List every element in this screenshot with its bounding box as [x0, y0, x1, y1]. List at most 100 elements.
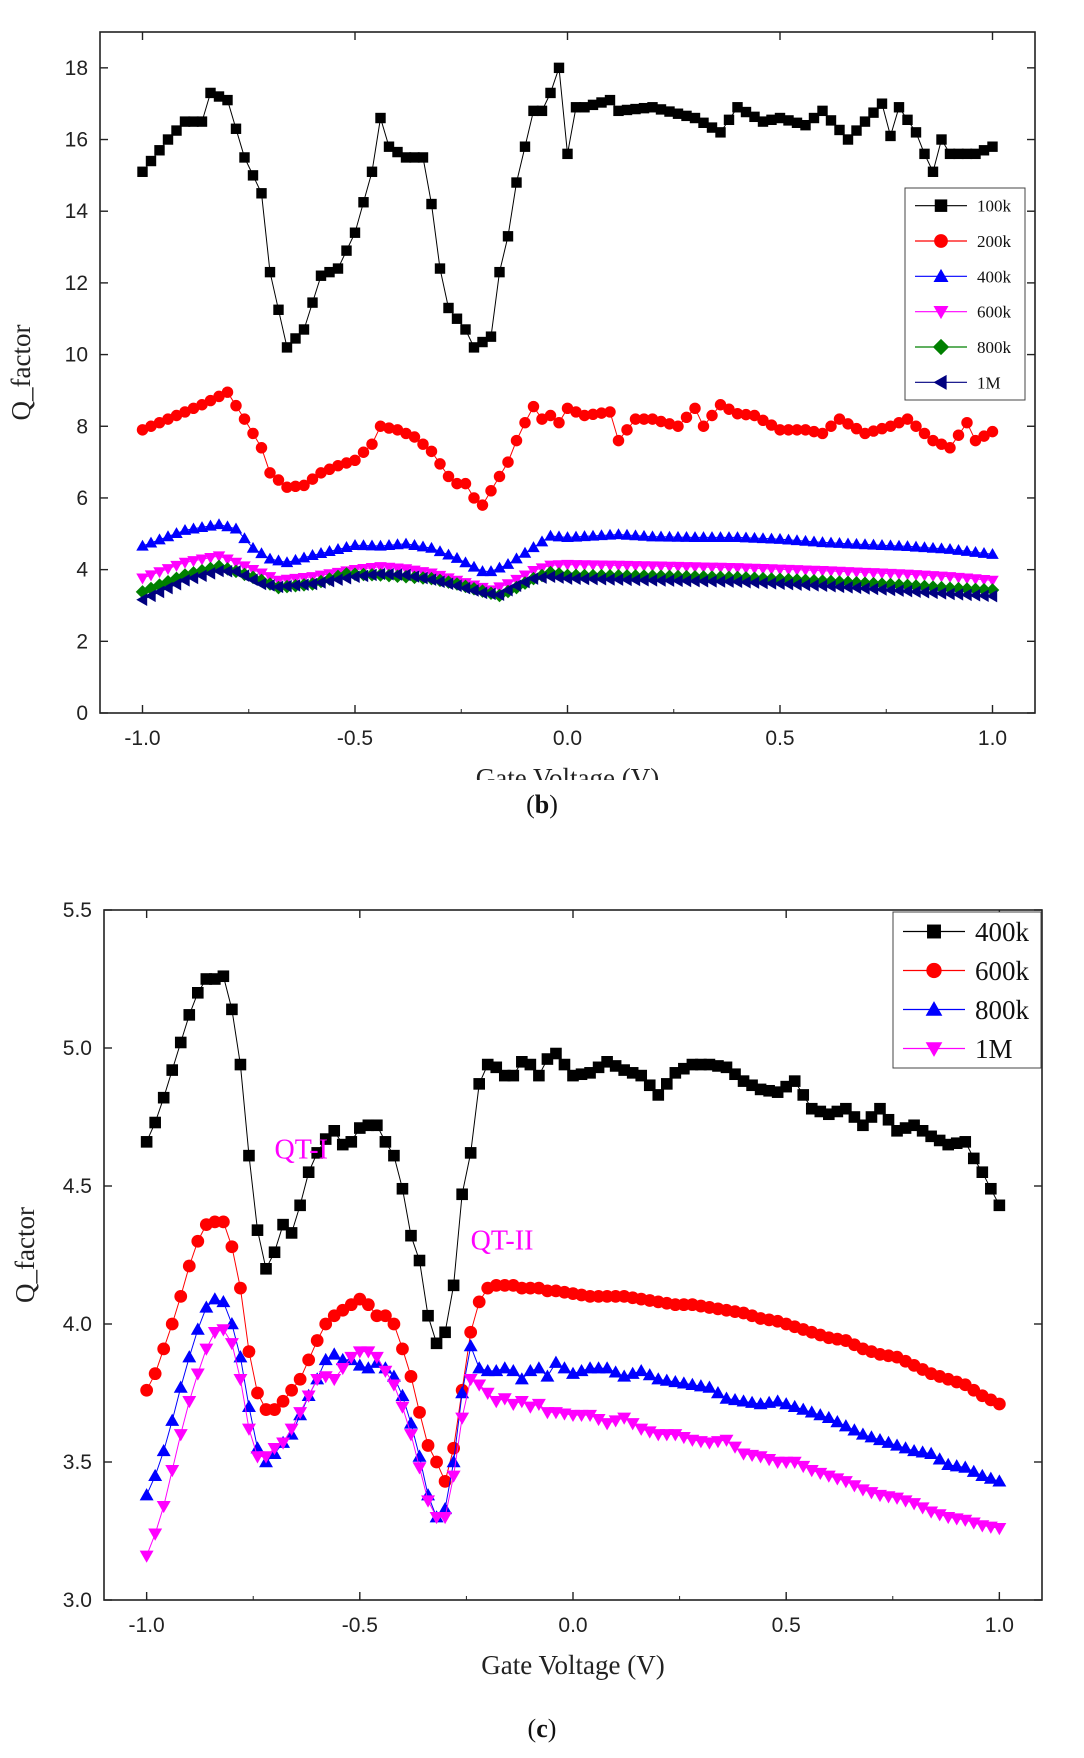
data-point: [199, 1300, 214, 1313]
data-point: [511, 177, 522, 188]
data-point: [711, 1436, 725, 1449]
data-point: [148, 1468, 163, 1482]
data-point: [434, 263, 446, 274]
series-400k: [140, 970, 1006, 1350]
data-point: [156, 1500, 171, 1514]
data-point: [391, 568, 403, 581]
x-tick-label: -1.0: [124, 727, 160, 750]
data-point: [702, 1437, 717, 1450]
data-point: [719, 1434, 734, 1447]
data-point: [765, 564, 778, 576]
data-point: [226, 1003, 238, 1016]
data-point: [901, 413, 914, 425]
data-point: [251, 1224, 264, 1236]
data-point: [192, 987, 204, 999]
data-point: [484, 565, 498, 577]
data-point: [600, 1418, 615, 1431]
data-point: [552, 560, 566, 572]
data-point: [833, 580, 845, 594]
data-point: [463, 1373, 478, 1387]
data-point: [756, 564, 770, 575]
data-point: [238, 413, 251, 425]
data-point: [765, 419, 778, 431]
data-point: [884, 539, 897, 551]
legend-marker: [933, 306, 949, 320]
data-point: [246, 564, 260, 576]
series-line-100k: [142, 67, 993, 349]
data-point: [365, 539, 379, 551]
data-point: [731, 563, 744, 575]
data-point: [464, 1325, 478, 1339]
data-point: [527, 572, 539, 585]
data-point: [833, 413, 846, 425]
y-tick-label: 4.0: [63, 1313, 92, 1336]
data-point: [830, 1415, 845, 1428]
data-point: [612, 560, 625, 572]
data-point: [302, 1166, 315, 1178]
y-tick-label: 3.0: [63, 1589, 92, 1612]
data-point: [569, 560, 583, 571]
data-point: [148, 1367, 162, 1381]
data-point: [195, 569, 207, 582]
y-tick-label: 14: [65, 200, 89, 223]
data-point: [773, 577, 785, 591]
legend-label: 600k: [975, 956, 1030, 986]
data-point: [688, 531, 702, 543]
data-point: [949, 1459, 964, 1472]
data-point: [196, 116, 208, 127]
data-point: [153, 585, 165, 599]
data-point: [425, 541, 438, 553]
data-point: [629, 573, 641, 587]
data-point: [680, 530, 693, 542]
data-point: [791, 117, 803, 128]
data-point: [967, 1152, 980, 1165]
data-point: [144, 570, 158, 582]
data-point: [182, 1396, 197, 1409]
data-point: [221, 520, 234, 532]
data-point: [697, 562, 710, 574]
data-point: [533, 1069, 545, 1082]
caption-b-letter: b: [534, 790, 550, 819]
data-point: [612, 573, 624, 586]
data-point: [817, 105, 828, 117]
data-point: [697, 531, 710, 543]
data-point: [746, 1079, 758, 1092]
data-point: [446, 1455, 461, 1468]
data-point: [901, 569, 914, 581]
data-point: [234, 1281, 247, 1295]
data-point: [807, 579, 819, 592]
x-axis-label: Gate Voltage (V): [476, 763, 659, 780]
data-point: [783, 115, 794, 126]
data-point: [712, 1060, 724, 1072]
data-point: [892, 584, 904, 597]
data-point: [926, 571, 940, 583]
data-point: [600, 1361, 615, 1374]
data-point: [960, 573, 974, 585]
data-point: [885, 130, 896, 142]
data-point: [579, 102, 590, 113]
data-point: [952, 572, 965, 584]
data-point: [161, 530, 175, 542]
data-point: [976, 1166, 989, 1178]
data-point: [782, 533, 795, 545]
data-point: [416, 571, 428, 585]
data-point: [850, 567, 863, 579]
data-point: [255, 577, 267, 591]
data-point: [178, 557, 192, 569]
data-point: [302, 1353, 316, 1367]
data-point: [408, 539, 421, 550]
data-point: [722, 531, 736, 543]
data-point: [890, 1438, 904, 1451]
data-point: [493, 470, 506, 483]
data-point: [916, 1125, 929, 1137]
data-point: [314, 576, 326, 589]
data-point: [902, 114, 913, 126]
data-point: [952, 588, 964, 601]
data-point: [790, 565, 804, 577]
data-point: [374, 562, 387, 574]
data-point: [506, 1363, 521, 1377]
data-point: [400, 152, 412, 163]
data-point: [796, 1402, 811, 1415]
data-point: [587, 408, 599, 421]
data-point: [301, 1390, 316, 1403]
